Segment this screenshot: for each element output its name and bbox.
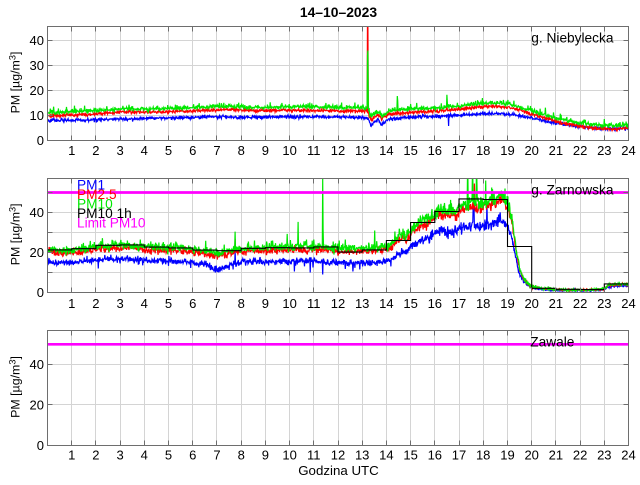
- svg-text:20: 20: [30, 83, 44, 98]
- svg-text:23: 23: [597, 448, 611, 463]
- svg-text:3: 3: [116, 448, 123, 463]
- svg-text:1: 1: [68, 143, 75, 158]
- svg-text:6: 6: [189, 143, 196, 158]
- svg-text:11: 11: [307, 143, 321, 158]
- svg-text:g. Niebylecka: g. Niebylecka: [531, 31, 614, 46]
- svg-text:23: 23: [597, 296, 611, 311]
- svg-text:24: 24: [621, 448, 635, 463]
- svg-text:2: 2: [92, 143, 99, 158]
- svg-text:20: 20: [30, 398, 44, 413]
- svg-text:PM1: PM1: [77, 177, 105, 192]
- svg-text:g. Zarnowska: g. Zarnowska: [531, 183, 614, 198]
- svg-text:20: 20: [524, 143, 538, 158]
- svg-text:PM [µg/m3]: PM [µg/m3]: [7, 203, 22, 265]
- svg-text:6: 6: [189, 448, 196, 463]
- svg-text:14: 14: [379, 448, 393, 463]
- svg-text:23: 23: [597, 143, 611, 158]
- svg-text:21: 21: [549, 448, 563, 463]
- svg-text:8: 8: [238, 143, 245, 158]
- svg-text:13: 13: [355, 448, 369, 463]
- svg-text:12: 12: [331, 296, 345, 311]
- svg-text:5: 5: [165, 448, 172, 463]
- svg-text:24: 24: [621, 143, 635, 158]
- svg-text:9: 9: [262, 143, 269, 158]
- svg-text:3: 3: [116, 296, 123, 311]
- svg-text:13: 13: [355, 143, 369, 158]
- svg-text:0: 0: [37, 438, 44, 453]
- svg-text:7: 7: [213, 296, 220, 311]
- svg-text:Limit PM10: Limit PM10: [77, 215, 146, 230]
- svg-text:15: 15: [403, 296, 417, 311]
- svg-text:Zawale: Zawale: [530, 335, 574, 350]
- svg-text:20: 20: [30, 245, 44, 260]
- svg-text:4: 4: [141, 143, 148, 158]
- svg-text:30: 30: [30, 58, 44, 73]
- svg-text:16: 16: [428, 143, 442, 158]
- svg-text:4: 4: [141, 296, 148, 311]
- svg-text:17: 17: [452, 448, 466, 463]
- svg-text:15: 15: [403, 143, 417, 158]
- svg-text:9: 9: [262, 448, 269, 463]
- svg-text:14: 14: [379, 296, 393, 311]
- svg-text:10: 10: [282, 448, 296, 463]
- svg-text:2: 2: [92, 296, 99, 311]
- svg-text:13: 13: [355, 296, 369, 311]
- svg-text:14: 14: [379, 143, 393, 158]
- svg-text:14–10–2023: 14–10–2023: [300, 4, 378, 20]
- svg-text:5: 5: [165, 296, 172, 311]
- svg-text:PM10 1h: PM10 1h: [77, 206, 132, 221]
- svg-text:40: 40: [30, 33, 44, 48]
- svg-text:0: 0: [37, 285, 44, 300]
- svg-text:18: 18: [476, 143, 490, 158]
- svg-text:PM [µg/m3]: PM [µg/m3]: [7, 52, 22, 114]
- svg-text:21: 21: [549, 143, 563, 158]
- svg-text:22: 22: [573, 143, 587, 158]
- svg-text:3: 3: [116, 143, 123, 158]
- svg-text:12: 12: [331, 143, 345, 158]
- svg-text:18: 18: [476, 296, 490, 311]
- svg-text:8: 8: [238, 296, 245, 311]
- svg-text:PM10: PM10: [77, 196, 113, 211]
- svg-text:11: 11: [307, 448, 321, 463]
- svg-text:4: 4: [141, 448, 148, 463]
- svg-text:2: 2: [92, 448, 99, 463]
- svg-text:22: 22: [573, 448, 587, 463]
- svg-text:Godzina UTC: Godzina UTC: [298, 463, 379, 478]
- svg-text:15: 15: [403, 448, 417, 463]
- svg-text:20: 20: [524, 448, 538, 463]
- svg-text:24: 24: [621, 296, 635, 311]
- svg-text:16: 16: [428, 448, 442, 463]
- svg-text:22: 22: [573, 296, 587, 311]
- svg-text:6: 6: [189, 296, 196, 311]
- svg-text:7: 7: [213, 448, 220, 463]
- svg-text:10: 10: [30, 108, 44, 123]
- svg-text:17: 17: [452, 143, 466, 158]
- svg-text:1: 1: [68, 296, 75, 311]
- svg-text:17: 17: [452, 296, 466, 311]
- svg-text:19: 19: [500, 448, 514, 463]
- svg-text:11: 11: [307, 296, 321, 311]
- svg-text:8: 8: [238, 448, 245, 463]
- svg-text:40: 40: [30, 357, 44, 372]
- svg-text:12: 12: [331, 448, 345, 463]
- svg-text:9: 9: [262, 296, 269, 311]
- svg-text:16: 16: [428, 296, 442, 311]
- svg-text:20: 20: [524, 296, 538, 311]
- svg-text:7: 7: [213, 143, 220, 158]
- svg-text:PM [µg/m3]: PM [µg/m3]: [7, 356, 22, 418]
- svg-text:10: 10: [282, 296, 296, 311]
- svg-text:18: 18: [476, 448, 490, 463]
- svg-text:10: 10: [282, 143, 296, 158]
- svg-text:40: 40: [30, 205, 44, 220]
- svg-text:PM2.5: PM2.5: [77, 187, 117, 202]
- svg-text:19: 19: [500, 143, 514, 158]
- svg-text:1: 1: [68, 448, 75, 463]
- svg-text:21: 21: [549, 296, 563, 311]
- svg-text:19: 19: [500, 296, 514, 311]
- svg-text:5: 5: [165, 143, 172, 158]
- svg-text:0: 0: [37, 133, 44, 148]
